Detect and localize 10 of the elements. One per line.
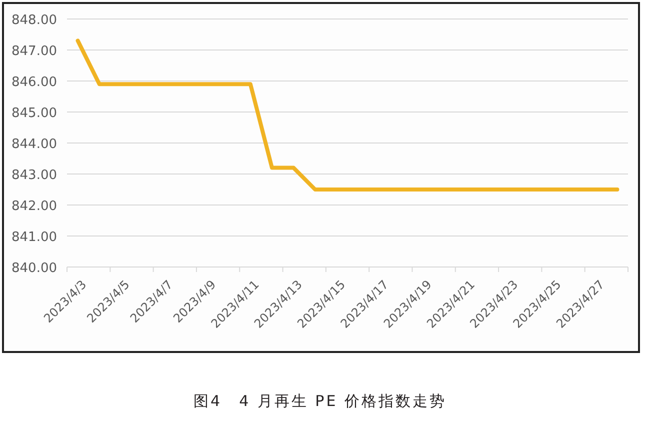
y-tick-label: 848.00 <box>12 13 57 28</box>
y-tick-label: 845.00 <box>12 106 57 121</box>
y-tick-label: 843.00 <box>12 168 57 183</box>
y-tick-label: 842.00 <box>12 199 57 214</box>
y-tick-label: 841.00 <box>12 230 57 245</box>
y-tick-label: 840.00 <box>12 261 57 276</box>
y-tick-label: 847.00 <box>12 44 57 59</box>
y-tick-label: 844.00 <box>12 137 57 152</box>
caption: 图4 4 月再生 PE 价格指数走势 <box>194 392 446 410</box>
y-tick-label: 846.00 <box>12 75 57 90</box>
